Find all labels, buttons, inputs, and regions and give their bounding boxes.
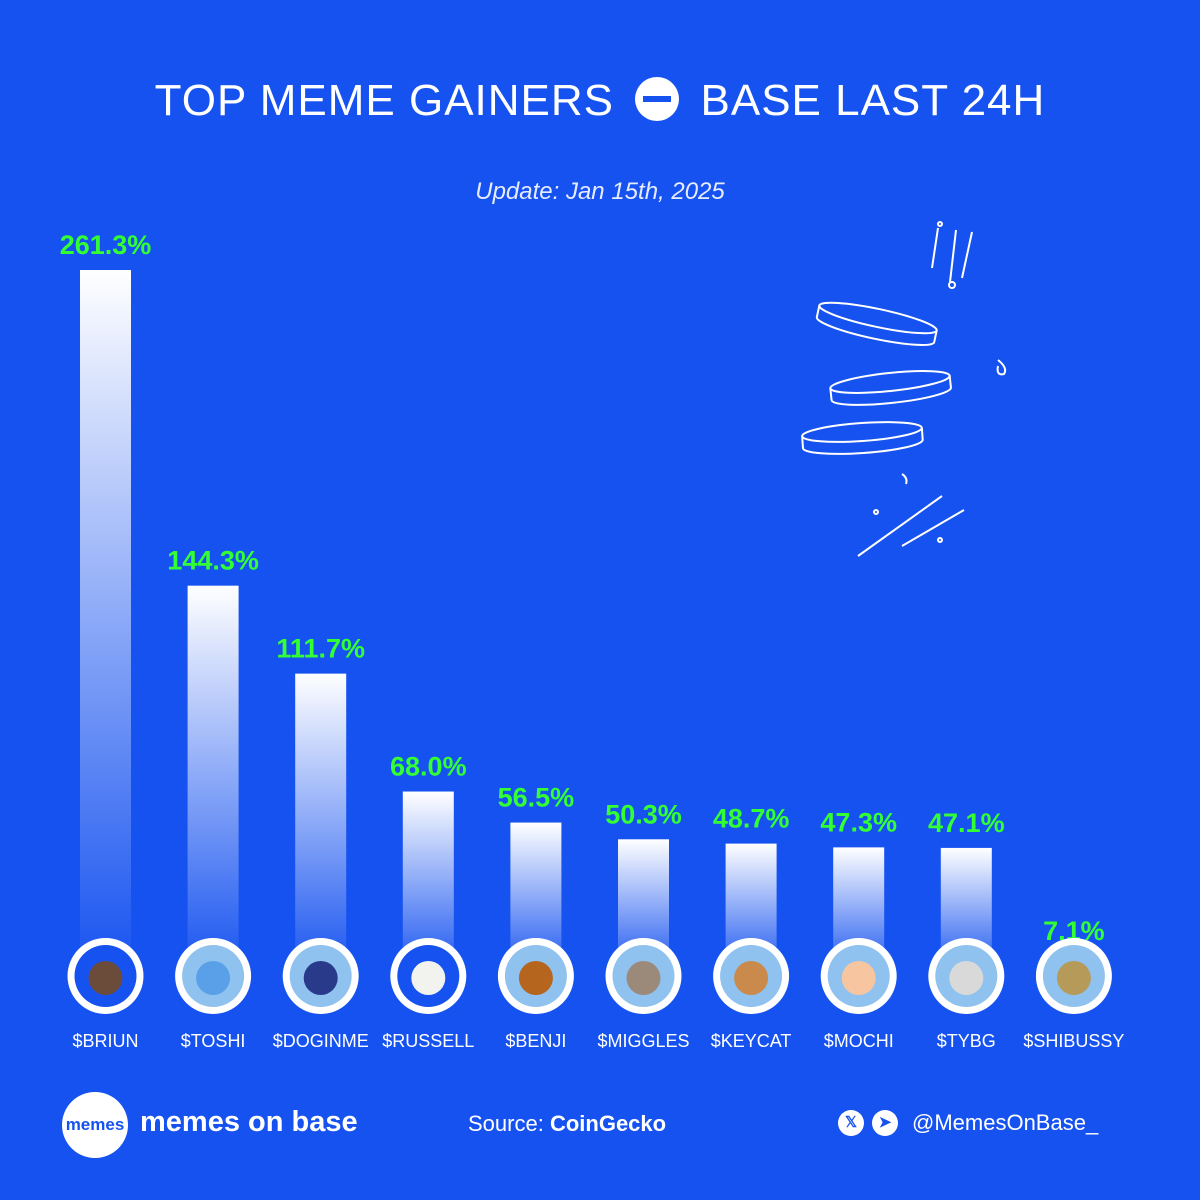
title-left: TOP MEME GAINERS xyxy=(154,76,615,125)
value-label: 111.7% xyxy=(276,634,365,664)
update-date: Update: Jan 15th, 2025 xyxy=(475,178,725,205)
avatar-corgi-icon xyxy=(497,938,574,1014)
category-label: $BRIUN xyxy=(72,1031,138,1051)
category-label: $KEYCAT xyxy=(711,1031,792,1051)
category-label: $TOSHI xyxy=(181,1031,246,1051)
avatar-man-icon xyxy=(928,938,1005,1014)
category-label: $RUSSELL xyxy=(382,1031,474,1051)
coin-icon xyxy=(815,301,938,347)
base-logo-icon xyxy=(635,77,680,121)
brand-name: memes on base xyxy=(140,1106,358,1138)
social-links: 𝕏 ➤ @MemesOnBase_ xyxy=(838,1110,1098,1136)
source-credit: Source: CoinGecko xyxy=(468,1111,666,1137)
avatar-otter-icon xyxy=(67,938,144,1014)
category-label: $MIGGLES xyxy=(597,1031,689,1051)
bar-doginme xyxy=(295,673,347,975)
memes-logo: memes xyxy=(62,1092,128,1158)
category-label: $BENJI xyxy=(505,1031,566,1051)
avatar-kitten-icon xyxy=(820,938,897,1014)
chart-title: TOP MEME GAINERS BASE LAST 24H xyxy=(0,76,1200,126)
avatar-fox-icon xyxy=(175,938,252,1014)
value-label: 56.5% xyxy=(498,783,575,813)
avatar-white-dog-icon xyxy=(390,938,467,1014)
source-label: Source: xyxy=(468,1111,544,1136)
category-label: $TYBG xyxy=(937,1031,996,1051)
avatar-shiba-icon xyxy=(1035,938,1112,1014)
x-icon[interactable]: 𝕏 xyxy=(838,1110,864,1136)
avatar-cat-icon xyxy=(605,938,682,1014)
coins-illustration xyxy=(801,221,1007,557)
value-label: 144.3% xyxy=(167,546,259,576)
coin-icon xyxy=(801,421,924,455)
value-label: 261.3% xyxy=(60,230,152,260)
coin-icon xyxy=(829,370,952,406)
value-label: 68.0% xyxy=(390,752,467,782)
value-label: 48.7% xyxy=(713,804,790,834)
title-right: BASE LAST 24H xyxy=(700,76,1046,125)
value-label: 50.3% xyxy=(605,799,682,829)
source-name: CoinGecko xyxy=(549,1111,667,1136)
value-label: 47.1% xyxy=(928,808,1005,838)
bar-toshi xyxy=(187,585,239,975)
telegram-icon[interactable]: ➤ xyxy=(872,1110,898,1136)
bar-briun xyxy=(80,270,131,975)
avatar-keyboard-cat-icon xyxy=(713,938,790,1014)
avatar-dog-icon xyxy=(282,938,359,1014)
category-label: $MOCHI xyxy=(824,1031,894,1051)
category-label: $SHIBUSSY xyxy=(1023,1031,1124,1051)
category-label: $DOGINME xyxy=(273,1031,369,1051)
value-label: 47.3% xyxy=(820,807,897,837)
social-handle[interactable]: @MemesOnBase_ xyxy=(912,1110,1099,1135)
